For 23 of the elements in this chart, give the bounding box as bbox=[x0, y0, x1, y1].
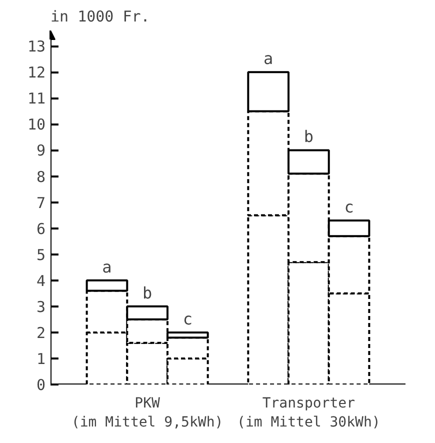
y-tick-label: 8 bbox=[36, 168, 46, 186]
annotation: b bbox=[304, 127, 314, 146]
annotation: b bbox=[142, 283, 152, 302]
text: PKW (im Mittel 9,5kWh) bbox=[71, 396, 224, 431]
y-axis-title: in 1000 Fr. bbox=[50, 8, 150, 26]
y-tick-label: 2 bbox=[36, 324, 46, 342]
annotation: c bbox=[182, 309, 192, 328]
y-tick-label: 10 bbox=[27, 116, 46, 134]
annotation: c bbox=[344, 198, 354, 217]
y-tick-label: 9 bbox=[36, 142, 46, 160]
y-tick-label: 12 bbox=[27, 64, 46, 82]
y-tick-label: 5 bbox=[36, 246, 46, 264]
y-tick-label: 4 bbox=[36, 272, 46, 290]
y-tick-label: 6 bbox=[36, 220, 46, 238]
y-tick-label: 13 bbox=[27, 38, 46, 56]
y-tick-label: 11 bbox=[27, 90, 46, 108]
y-tick-label: 7 bbox=[36, 194, 46, 212]
y-tick-label: 3 bbox=[36, 298, 46, 316]
y-tick-label: 0 bbox=[36, 376, 46, 394]
annotation: a bbox=[264, 49, 274, 68]
text: Transporter (im Mittel 30kWh) bbox=[237, 396, 380, 431]
annotation: a bbox=[102, 257, 112, 276]
y-tick-label: 1 bbox=[36, 350, 46, 368]
